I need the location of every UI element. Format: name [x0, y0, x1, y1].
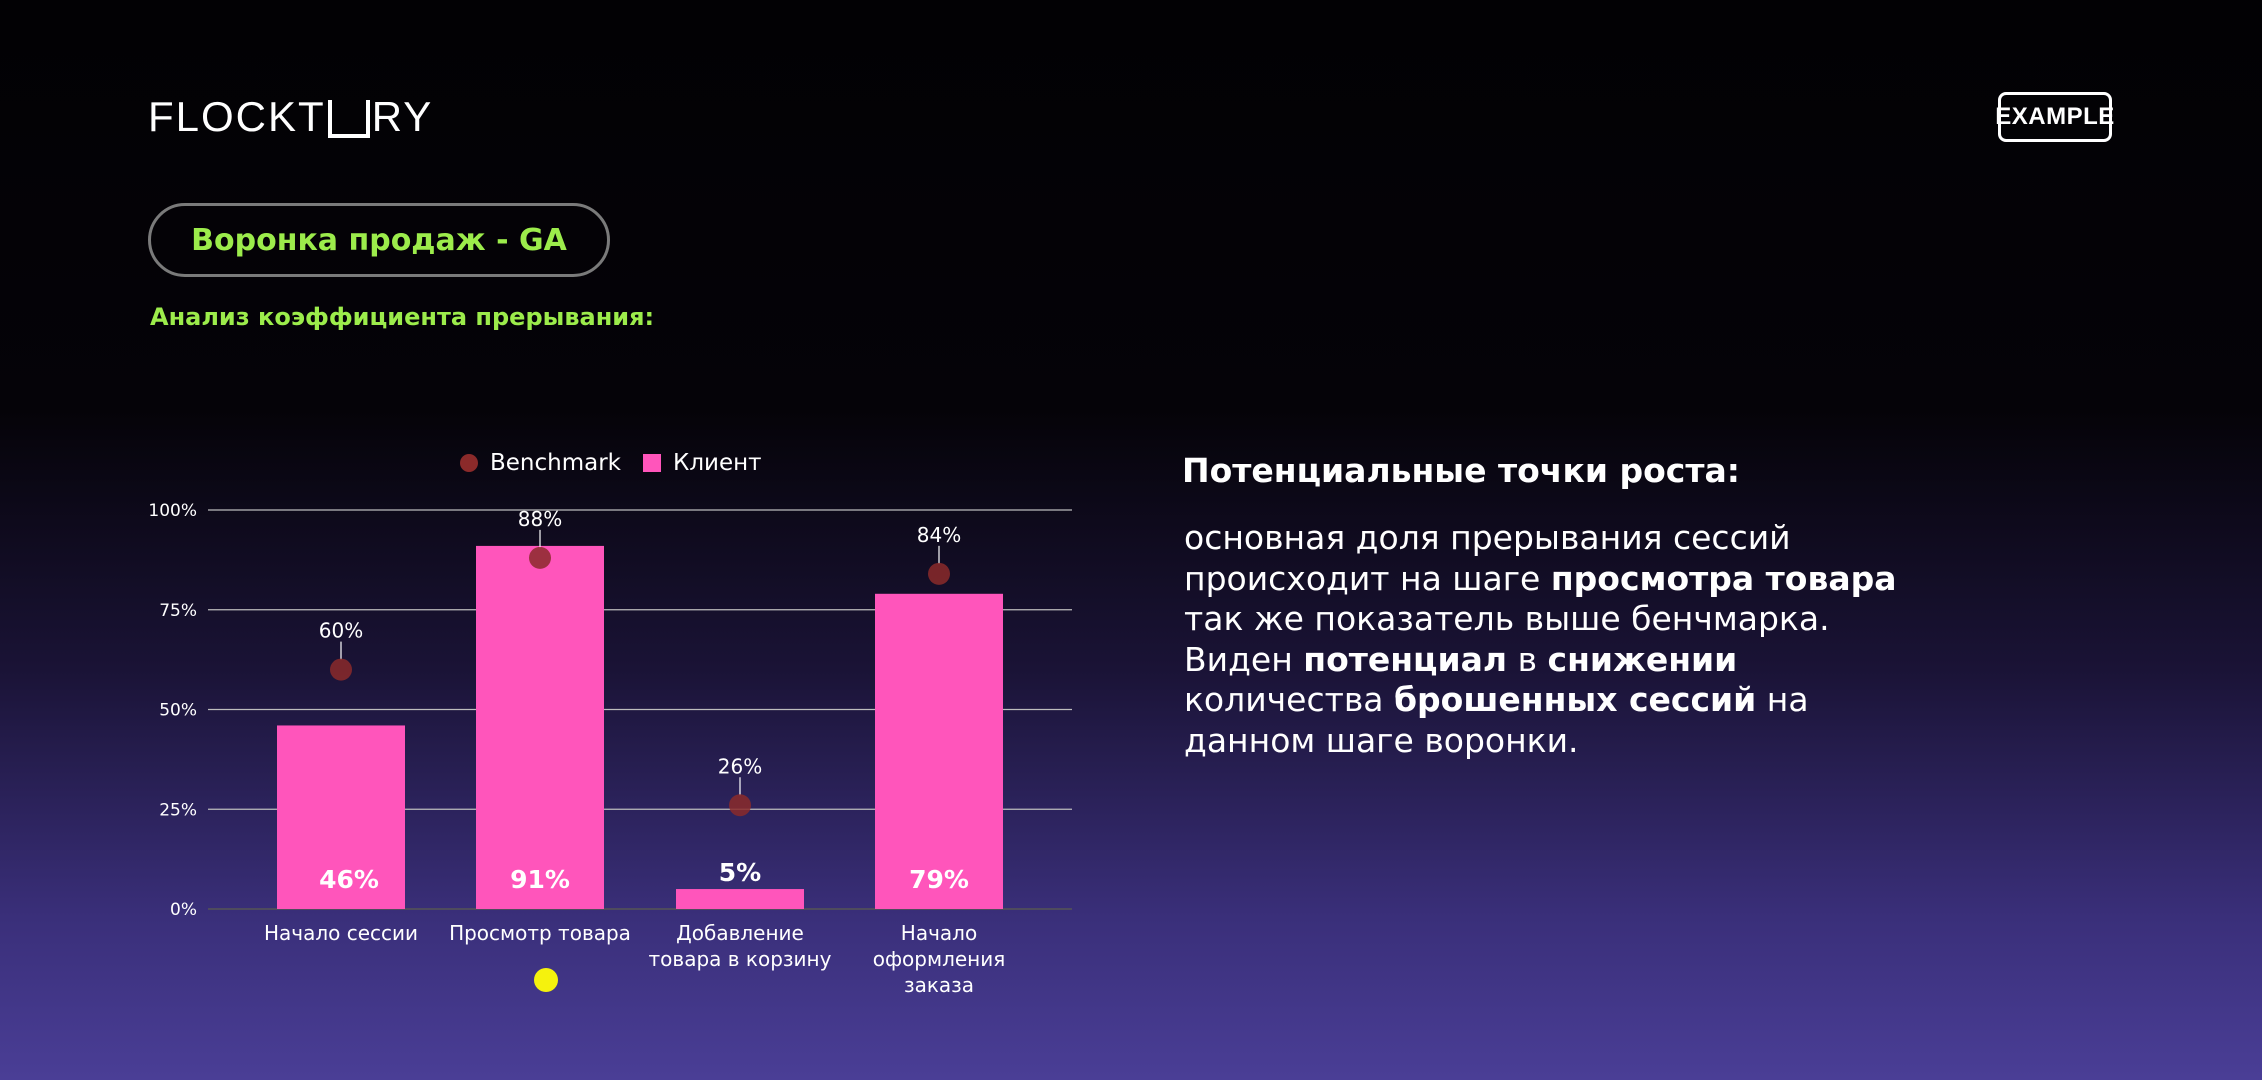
insight-heading: Потенциальные точки роста:: [1182, 451, 1740, 490]
y-tick-label: 75%: [159, 601, 197, 621]
highlight-marker-icon: [534, 968, 558, 992]
benchmark-point: [729, 794, 751, 817]
benchmark-value-label: 60%: [319, 619, 363, 643]
page-title: Воронка продаж - GA: [148, 203, 610, 277]
x-category-label-line: заказа: [904, 973, 974, 997]
benchmark-point: [529, 546, 551, 569]
x-category-label: Начало сессии: [264, 921, 418, 945]
legend-item-benchmark: Benchmark: [460, 450, 621, 476]
x-category-label-line: Просмотр товара: [449, 921, 631, 945]
x-category-label-line: товара в корзину: [649, 947, 832, 971]
insight-body: основная доля прерывания сессий происход…: [1184, 518, 1944, 761]
benchmark-value-label: 88%: [518, 507, 562, 531]
example-badge: EXAMPLE: [1995, 92, 2114, 142]
x-category-label-line: Добавление: [676, 921, 804, 945]
bar: [277, 725, 405, 909]
y-tick-label: 100%: [148, 501, 197, 521]
insight-text: на данном шаге воронки.: [1184, 680, 1809, 760]
legend-item-client: Клиент: [643, 450, 762, 476]
y-tick-label: 50%: [159, 701, 197, 721]
y-tick-label: 25%: [159, 800, 197, 820]
bar-value-label: 5%: [719, 858, 761, 887]
y-tick-label: 0%: [170, 900, 197, 920]
benchmark-point: [928, 562, 950, 585]
legend-client-label: Клиент: [673, 450, 762, 476]
legend-benchmark-marker: [460, 454, 478, 472]
flocktory-logo: FLOCKT RY: [148, 94, 433, 140]
benchmark-value-label: 84%: [917, 523, 961, 547]
insight-text: так же показатель выше бенчмарка. Виден: [1184, 599, 1830, 679]
bar: [676, 889, 804, 909]
logo-text-right: RY: [371, 93, 434, 140]
x-category-label: Просмотр товара: [449, 921, 631, 945]
x-category-label-line: Начало: [901, 921, 977, 945]
logo-text-left: FLOCKT: [148, 93, 326, 140]
bar: [476, 545, 604, 909]
insight-emphasis: просмотра товара: [1550, 558, 1897, 598]
insight-text: основная доля прерывания сессий происход…: [1184, 518, 1791, 598]
chart-legend: Benchmark Клиент: [460, 450, 784, 476]
x-category-label: Добавление товара в корзину: [649, 921, 832, 971]
bar-value-label: 91%: [510, 865, 570, 894]
logo-box-icon: [327, 100, 370, 138]
insight-emphasis: потенциал: [1303, 639, 1508, 679]
x-category-label: Начало оформления заказа: [873, 921, 1006, 997]
x-category-label-line: оформления: [873, 947, 1006, 971]
bar-value-label: 46%: [319, 865, 379, 894]
insight-text: в: [1507, 639, 1548, 679]
insight-emphasis: брошенных сессий: [1394, 680, 1757, 719]
legend-benchmark-label: Benchmark: [490, 450, 622, 476]
benchmark-value-label: 26%: [718, 754, 762, 778]
legend-client-marker: [643, 454, 662, 472]
page-subtitle: Анализ коэффициента прерывания:: [150, 303, 655, 331]
bar-value-label: 79%: [909, 865, 969, 894]
benchmark-point: [330, 658, 352, 681]
insight-text: количества: [1184, 680, 1394, 719]
insight-emphasis: снижении: [1547, 639, 1738, 679]
bar: [875, 593, 1003, 909]
x-category-label-line: Начало сессии: [264, 921, 418, 945]
